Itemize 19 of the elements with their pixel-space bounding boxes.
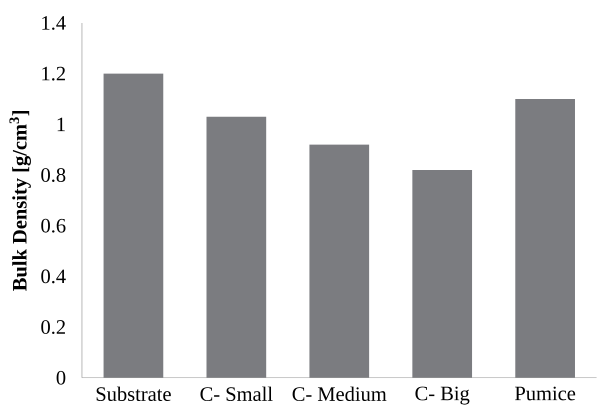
x-tick-label: C- Medium xyxy=(292,386,386,401)
y-tick-label: 1.4 xyxy=(42,16,66,30)
y-tick-label: 0.4 xyxy=(41,269,66,284)
bar xyxy=(309,144,370,378)
y-tick-label: 0.2 xyxy=(41,320,65,334)
x-tick-label: Substrate xyxy=(96,386,171,401)
y-axis-title: Bulk Density [g/cm$^{3}$] xyxy=(9,110,31,291)
x-tick-label: C- Small xyxy=(200,386,273,401)
y-tick-label: 0 xyxy=(56,370,66,385)
bar xyxy=(412,170,472,378)
y-tick-label: 1.2 xyxy=(42,66,65,80)
bar xyxy=(104,74,164,378)
y-tick-label: 0.8 xyxy=(41,168,66,182)
bar xyxy=(515,98,575,378)
y-tick-label: 0.6 xyxy=(41,218,66,233)
x-tick-label: C- Big xyxy=(415,386,470,404)
bar xyxy=(206,116,266,378)
x-tick-label: Pumice xyxy=(515,386,576,400)
y-tick-label: 1 xyxy=(58,117,65,131)
